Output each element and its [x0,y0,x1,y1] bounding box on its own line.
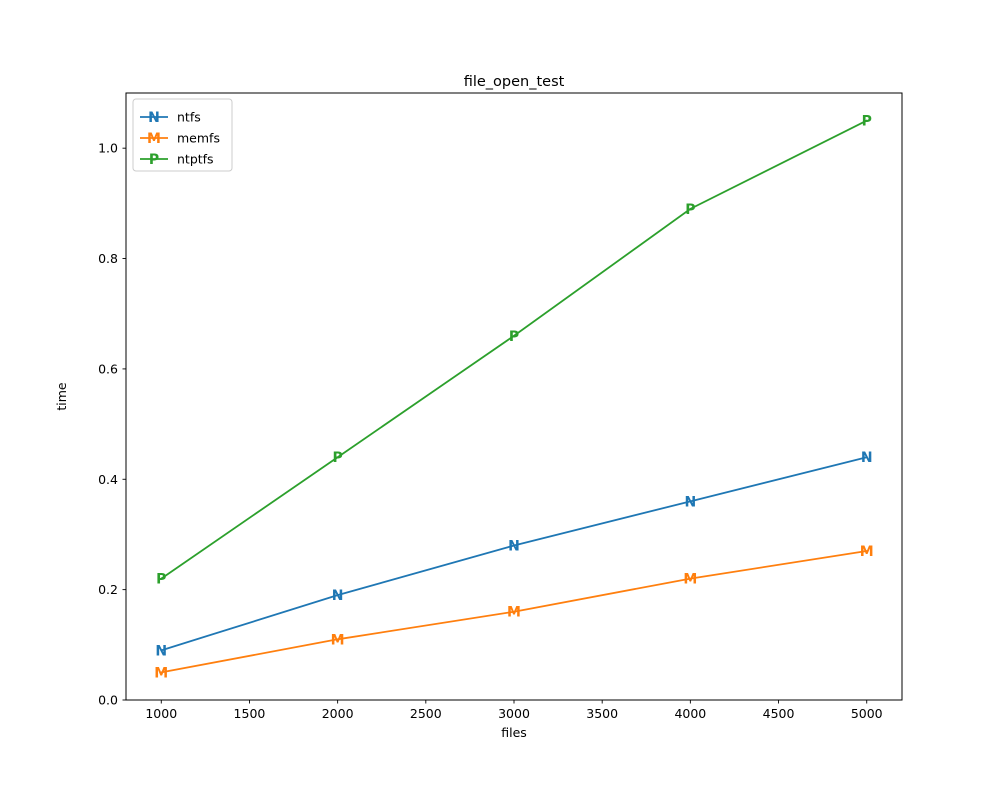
legend-label-ntfs: ntfs [177,110,201,125]
series-marker-memfs: M [331,632,345,648]
series-marker-ntfs: N [332,588,344,604]
x-tick-label: 1000 [145,706,177,721]
x-tick-label: 3000 [498,706,530,721]
y-tick-label: 0.0 [98,693,118,708]
legend-marker-ntfs: N [148,110,160,126]
series-marker-memfs: M [507,605,521,621]
y-axis-label: time [54,382,69,411]
y-tick-label: 0.4 [98,472,118,487]
legend-marker-memfs: M [147,131,161,147]
x-tick-label: 2500 [410,706,442,721]
y-tick-label: 0.8 [98,251,118,266]
y-tick-label: 0.2 [98,582,118,597]
series-line-memfs [160,550,868,674]
series-marker-ntptfs: P [685,202,695,218]
series-marker-ntptfs: P [509,329,519,345]
series-marker-ntfs: N [155,643,167,659]
series-marker-memfs: M [860,544,874,560]
series-line-ntptfs [160,119,868,580]
legend-label-ntptfs: ntptfs [177,152,214,167]
series-line-ntfs [160,456,868,652]
x-tick-label: 4000 [674,706,706,721]
series-marker-ntptfs: P [156,572,166,588]
series-marker-ntptfs: P [862,114,872,130]
legend-label-memfs: memfs [177,131,220,146]
series-marker-ntptfs: P [333,450,343,466]
series-marker-ntfs: N [861,450,873,466]
series-marker-memfs: M [683,572,697,588]
legend-marker-ntptfs: P [149,152,159,168]
series-marker-ntfs: N [685,494,697,510]
x-tick-label: 4500 [763,706,795,721]
series-marker-ntfs: N [508,538,520,554]
series-marker-memfs: M [154,665,168,681]
x-axis-label: files [501,725,527,740]
x-tick-label: 2000 [322,706,354,721]
x-tick-label: 3500 [586,706,618,721]
y-tick-label: 1.0 [98,141,118,156]
x-tick-label: 5000 [851,706,883,721]
y-tick-label: 0.6 [98,361,118,376]
chart-title: file_open_test [464,74,565,90]
x-tick-label: 1500 [234,706,266,721]
